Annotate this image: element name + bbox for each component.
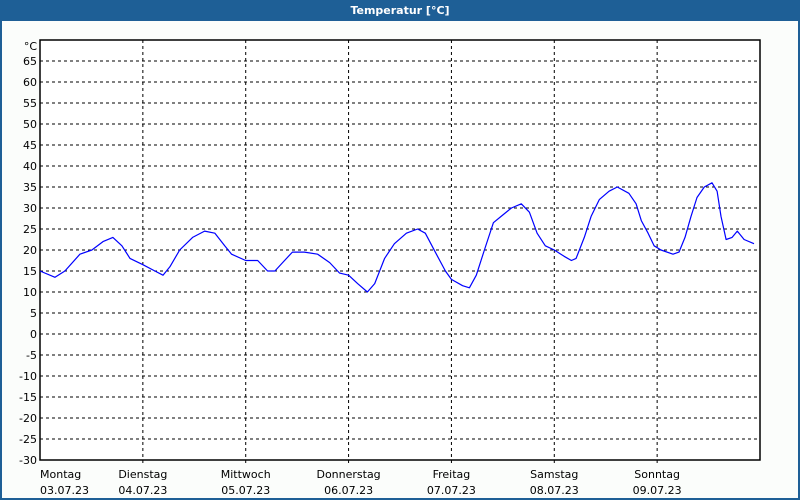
- y-tick-label: 60: [23, 76, 37, 89]
- y-tick-label: 50: [23, 118, 37, 131]
- y-tick-label: 15: [23, 265, 37, 278]
- x-day-label: Dienstag: [118, 468, 167, 481]
- y-tick-label: 5: [30, 307, 37, 320]
- x-day-label: Samstag: [530, 468, 578, 481]
- y-tick-label: 25: [23, 223, 37, 236]
- x-date-label: 07.07.23: [427, 484, 476, 497]
- x-day-label: Montag: [40, 468, 81, 481]
- y-tick-label: 35: [23, 181, 37, 194]
- y-tick-label: 65: [23, 55, 37, 68]
- x-date-label: 09.07.23: [633, 484, 682, 497]
- y-tick-label: 20: [23, 244, 37, 257]
- x-date-label: 04.07.23: [118, 484, 167, 497]
- x-day-label: Mittwoch: [221, 468, 271, 481]
- plot-border: [39, 39, 761, 461]
- x-date-label: 05.07.23: [221, 484, 270, 497]
- y-tick-label: -25: [19, 433, 37, 446]
- y-unit-label: °C: [24, 40, 38, 53]
- window-title: Temperatur [°C]: [0, 0, 800, 20]
- y-tick-label: 10: [23, 286, 37, 299]
- x-date-label: 03.07.23: [40, 484, 89, 497]
- y-tick-label: 55: [23, 97, 37, 110]
- y-tick-label: 40: [23, 160, 37, 173]
- y-tick-label: -10: [19, 370, 37, 383]
- y-tick-label: 30: [23, 202, 37, 215]
- x-day-label: Freitag: [433, 468, 471, 481]
- x-date-label: 06.07.23: [324, 484, 373, 497]
- x-day-label: Donnerstag: [316, 468, 380, 481]
- y-tick-label: -30: [19, 454, 37, 467]
- y-tick-label: -15: [19, 391, 37, 404]
- y-tick-label: 0: [30, 328, 37, 341]
- temperature-line: [39, 182, 755, 293]
- x-date-label: 08.07.23: [530, 484, 579, 497]
- x-day-label: Sonntag: [634, 468, 680, 481]
- y-tick-label: 45: [23, 139, 37, 152]
- y-tick-label: -5: [26, 349, 37, 362]
- y-tick-label: -20: [19, 412, 37, 425]
